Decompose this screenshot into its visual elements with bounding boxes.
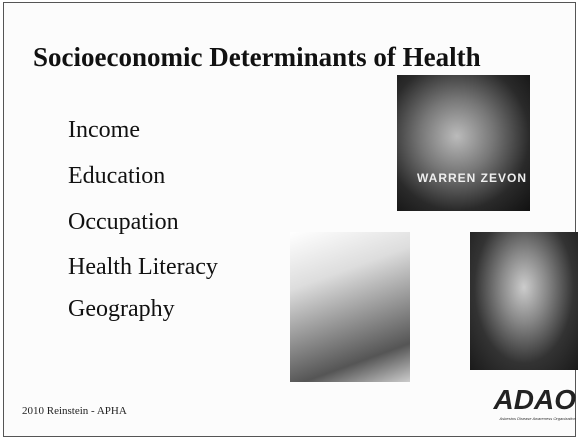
logo-name: ADAO [494, 384, 576, 416]
slide-page: Socioeconomic Determinants of Health Inc… [0, 0, 582, 441]
slide-title: Socioeconomic Determinants of Health [33, 42, 481, 73]
bullet: Health Literacy [68, 254, 218, 281]
footer: 2010 Reinstein - APHA [22, 405, 127, 417]
logo: ADAO Asbestos Disease Awareness Organiza… [486, 384, 578, 426]
bullet: Education [68, 163, 165, 190]
portrait-photo: WARREN ZEVON [397, 75, 530, 211]
bullet: Income [68, 117, 140, 144]
bullet: Occupation [68, 209, 179, 236]
photo [290, 232, 410, 382]
bullet: Geography [68, 296, 175, 323]
photo-caption: WARREN ZEVON [417, 171, 527, 185]
photo [470, 232, 578, 370]
logo-subtitle: Asbestos Disease Awareness Organization [500, 416, 576, 421]
